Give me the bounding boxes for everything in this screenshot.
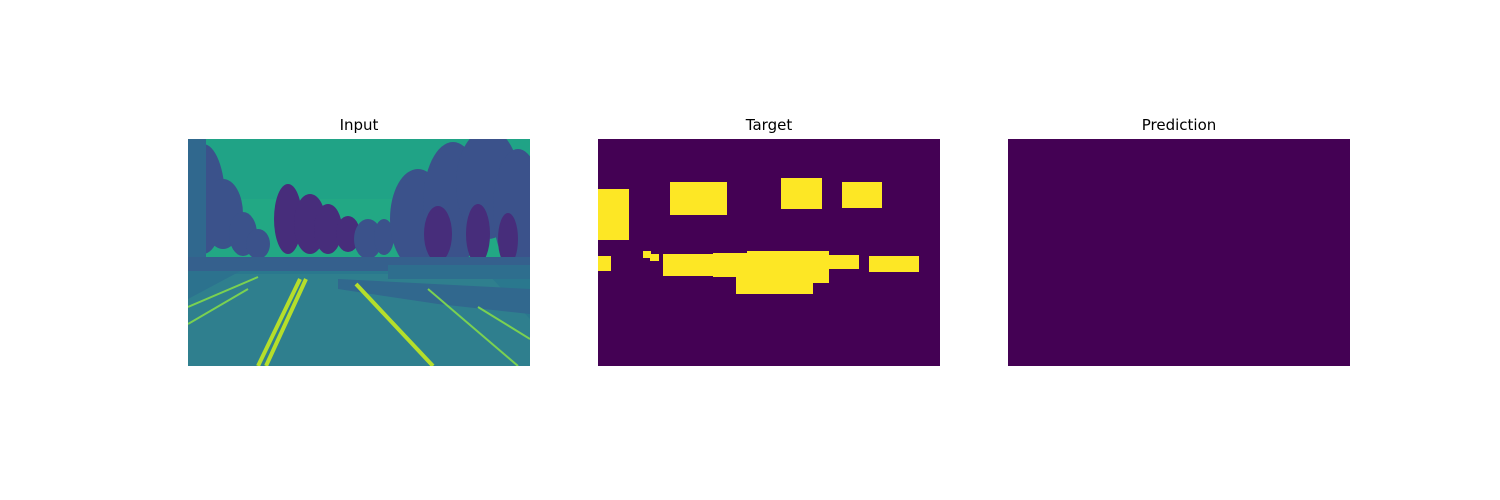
mask-box <box>650 254 659 261</box>
prediction-title: Prediction <box>1141 116 1217 134</box>
input-image <box>188 139 530 366</box>
prediction-mask <box>1008 139 1350 366</box>
prediction-mask-image <box>1008 139 1350 366</box>
target-panel: Target <box>598 114 940 366</box>
mask-box <box>736 269 813 294</box>
mask-box <box>598 256 611 271</box>
mask-box <box>842 182 882 208</box>
mask-box <box>598 189 629 240</box>
mask-box <box>869 256 919 272</box>
mask-box <box>643 251 651 258</box>
target-mask-image <box>598 139 940 366</box>
mask-box <box>663 254 715 276</box>
mask-box <box>781 178 822 209</box>
prediction-panel: Prediction <box>1008 114 1350 366</box>
target-title: Target <box>745 116 793 134</box>
mask-box <box>827 255 859 269</box>
target-mask <box>598 139 940 366</box>
road-scene-image <box>188 139 530 366</box>
input-panel: Input <box>188 114 530 366</box>
mask-box <box>670 182 727 215</box>
input-title: Input <box>339 116 379 134</box>
